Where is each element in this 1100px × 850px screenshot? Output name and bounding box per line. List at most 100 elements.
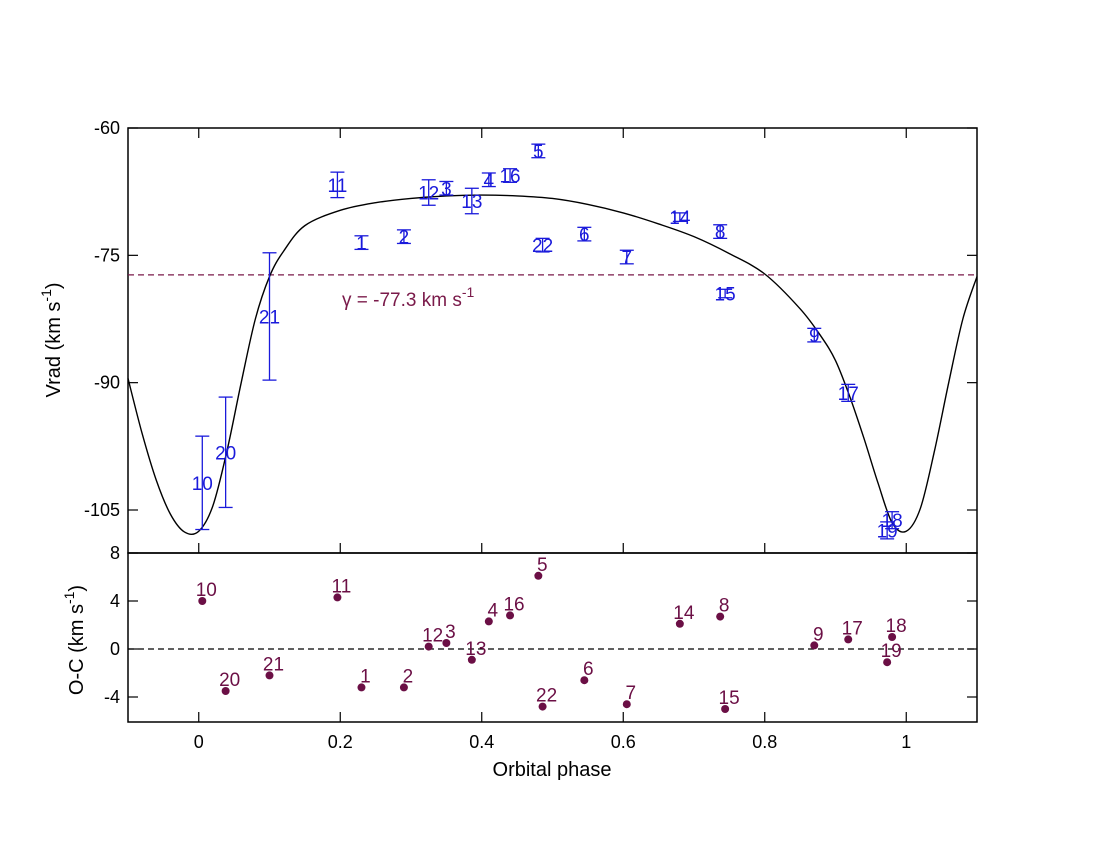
y-axis-title-top-main: Vrad (km s [43, 302, 65, 398]
rv-point-21: 21 [259, 252, 280, 381]
residual-point-12: 12 [422, 626, 443, 651]
residual-label: 10 [196, 580, 217, 601]
residual-marker [333, 593, 342, 602]
residual-point-6: 6 [580, 659, 594, 685]
residual-marker [716, 612, 725, 621]
residual-marker [844, 635, 853, 644]
rv-point-12: 12 [418, 179, 439, 206]
y-axis-title-top-close: ) [43, 282, 65, 289]
residual-marker [484, 617, 493, 626]
rv-point-label: 1 [356, 234, 367, 255]
residual-marker [675, 619, 684, 628]
y-tick-label-top: -90 [94, 373, 120, 393]
residual-marker [424, 642, 433, 651]
residual-label: 18 [886, 616, 907, 637]
residual-label: 6 [583, 659, 594, 680]
residual-point-19: 19 [881, 641, 902, 667]
rv-point-17: 17 [838, 383, 859, 405]
y-axis-title-top-sup: -1 [38, 289, 54, 302]
rv-point-13: 13 [461, 187, 482, 215]
residual-point-22: 22 [536, 686, 557, 711]
x-tick-label: 0.2 [328, 732, 353, 752]
rv-point-3: 3 [439, 179, 454, 200]
rv-point-label: 2 [399, 228, 410, 249]
x-tick-label: 1 [901, 732, 911, 752]
rv-point-22: 22 [532, 236, 553, 257]
residual-point-14: 14 [673, 603, 695, 628]
residual-marker [467, 655, 476, 664]
residual-label: 20 [219, 670, 240, 691]
gamma-label-main: γ = -77.3 km s [342, 290, 462, 311]
residual-label: 16 [503, 594, 524, 615]
rv-point-10: 10 [192, 435, 213, 531]
rv-point-label: 22 [532, 236, 553, 257]
rv-point-label: 5 [533, 142, 544, 163]
residual-label: 7 [625, 683, 636, 704]
rv-point-11: 11 [328, 171, 348, 199]
rv-point-2: 2 [396, 228, 411, 249]
residual-marker [888, 633, 897, 641]
y-tick-label-top: -60 [94, 118, 120, 138]
residual-label: 19 [881, 641, 902, 662]
y-axis-title-top: Vrad (km s-1) [38, 282, 65, 397]
residual-label: 13 [465, 639, 486, 660]
residual-point-4: 4 [484, 600, 499, 626]
rv-point-16: 16 [499, 167, 520, 188]
residual-marker [198, 597, 207, 605]
rv-point-label: 6 [579, 225, 590, 246]
residual-point-2: 2 [399, 666, 414, 692]
residual-marker [221, 687, 230, 695]
y-tick-label-bottom: 4 [110, 591, 120, 611]
bottom-plot-frame [127, 552, 978, 723]
residual-point-3: 3 [442, 622, 456, 647]
residual-marker [810, 641, 819, 650]
gamma-label-sup: -1 [462, 284, 475, 300]
svg-text:O-C (km s-1): O-C (km s-1) [61, 585, 88, 695]
residual-point-15: 15 [719, 688, 740, 713]
residual-point-9: 9 [810, 624, 824, 650]
residual-marker [580, 676, 589, 685]
gamma-label: γ = -77.3 km s-1 [342, 284, 475, 311]
y-axis-title-bottom: O-C (km s-1) [61, 585, 88, 695]
residual-point-8: 8 [716, 596, 729, 621]
residual-marker [622, 700, 631, 709]
rv-point-19: 19 [877, 521, 898, 542]
y-tick-label-top: -105 [84, 500, 120, 520]
residual-point-13: 13 [465, 639, 486, 664]
residual-label: 12 [422, 626, 443, 647]
rv-point-label: 7 [621, 248, 632, 269]
rv-point-label: 15 [715, 285, 736, 306]
rv-point-label: 3 [441, 179, 452, 200]
residual-label: 21 [263, 654, 284, 675]
residual-point-21: 21 [263, 654, 284, 680]
residual-label: 3 [445, 622, 456, 643]
rv-point-label: 21 [259, 307, 280, 328]
residual-point-1: 1 [357, 666, 371, 692]
rv-point-label: 11 [328, 176, 348, 197]
residual-label: 2 [403, 666, 414, 687]
residual-point-17: 17 [842, 618, 863, 644]
rv-point-6: 6 [577, 225, 592, 246]
model-curve [127, 194, 978, 536]
residual-label: 22 [536, 686, 557, 707]
residual-point-20: 20 [219, 670, 240, 695]
rv-point-label: 16 [499, 167, 520, 188]
rv-point-7: 7 [619, 248, 634, 269]
residual-label: 4 [488, 600, 499, 621]
top-plot-frame [127, 127, 978, 554]
residual-marker [357, 683, 366, 692]
rv-point-5: 5 [531, 142, 546, 163]
x-axis-title: Orbital phase [493, 759, 612, 781]
residual-label: 5 [537, 555, 548, 576]
y-axis-title-bottom-main: O-C (km s [66, 604, 88, 695]
x-tick-label: 0.6 [611, 732, 636, 752]
rv-point-9: 9 [807, 326, 822, 347]
residual-label: 8 [719, 596, 730, 617]
rv-point-20: 20 [215, 396, 236, 509]
residual-label: 11 [332, 576, 352, 597]
rv-point-label: 20 [215, 443, 236, 464]
rv-point-15: 15 [715, 285, 736, 306]
residual-point-18: 18 [886, 616, 907, 641]
